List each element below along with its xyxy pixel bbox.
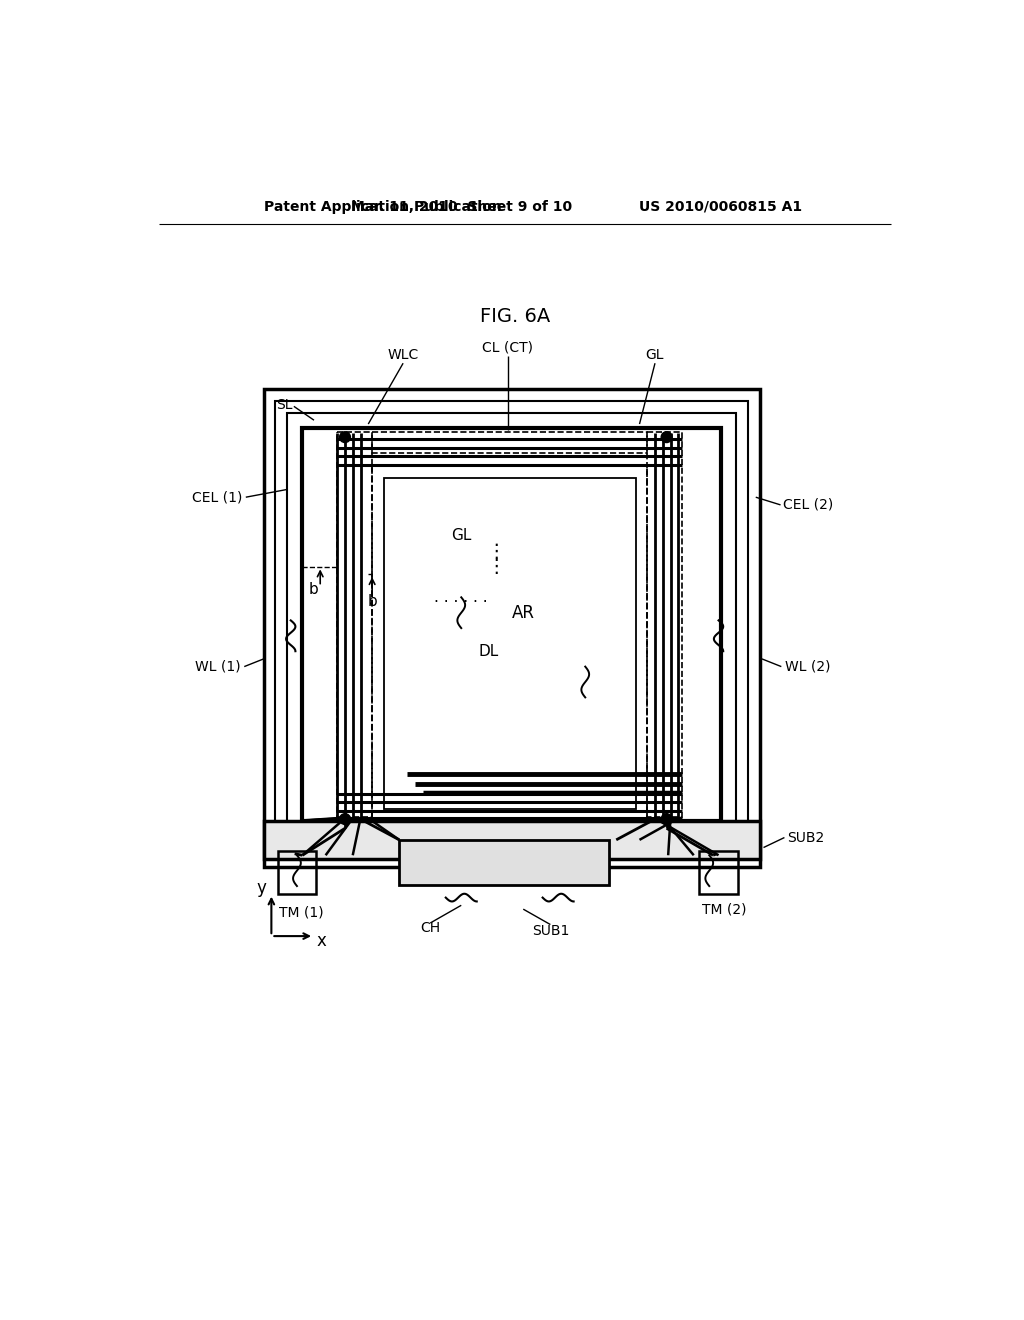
Bar: [275, 401, 748, 855]
Text: ⋮: ⋮: [486, 541, 506, 561]
Bar: [399, 840, 608, 884]
Bar: [384, 478, 636, 809]
Text: US 2010/0060815 A1: US 2010/0060815 A1: [639, 199, 802, 214]
Text: Patent Application Publication: Patent Application Publication: [263, 199, 502, 214]
Bar: [278, 851, 316, 894]
Text: ⋮: ⋮: [486, 557, 506, 576]
Text: b: b: [368, 594, 377, 609]
Bar: [263, 389, 760, 867]
Text: WL (2): WL (2): [785, 660, 830, 673]
Text: CEL (2): CEL (2): [783, 498, 834, 512]
Text: TM (2): TM (2): [701, 902, 746, 916]
Bar: [372, 432, 647, 453]
Text: CH: CH: [420, 921, 440, 936]
Text: y: y: [256, 879, 266, 898]
Bar: [699, 851, 738, 894]
Text: . . . . . .: . . . . . .: [434, 590, 488, 605]
Text: b: b: [309, 582, 318, 597]
Text: Mar. 11, 2010  Sheet 9 of 10: Mar. 11, 2010 Sheet 9 of 10: [350, 199, 571, 214]
Text: AR: AR: [512, 603, 535, 622]
Text: CEL (1): CEL (1): [193, 490, 243, 504]
Text: SUB1: SUB1: [531, 924, 569, 937]
Bar: [263, 821, 760, 859]
Text: x: x: [316, 932, 327, 949]
Text: WL (1): WL (1): [195, 660, 241, 673]
Bar: [647, 432, 682, 817]
Text: CL (CT): CL (CT): [482, 341, 534, 354]
Bar: [372, 466, 647, 821]
Bar: [287, 412, 736, 843]
Text: GL: GL: [451, 528, 471, 544]
Text: SUB2: SUB2: [786, 830, 824, 845]
Bar: [302, 428, 721, 821]
Text: DL: DL: [478, 644, 499, 659]
Text: TM (1): TM (1): [280, 906, 324, 920]
Circle shape: [340, 813, 350, 825]
Text: WLC: WLC: [387, 347, 419, 362]
Bar: [337, 432, 372, 817]
Circle shape: [662, 813, 672, 825]
Text: GL: GL: [646, 347, 665, 362]
Circle shape: [340, 432, 350, 442]
Circle shape: [662, 432, 672, 442]
Text: SL: SL: [275, 397, 292, 412]
Text: FIG. 6A: FIG. 6A: [480, 306, 551, 326]
